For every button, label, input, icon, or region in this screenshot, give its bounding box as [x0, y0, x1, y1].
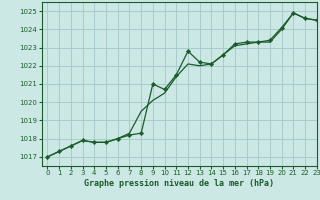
- X-axis label: Graphe pression niveau de la mer (hPa): Graphe pression niveau de la mer (hPa): [84, 179, 274, 188]
